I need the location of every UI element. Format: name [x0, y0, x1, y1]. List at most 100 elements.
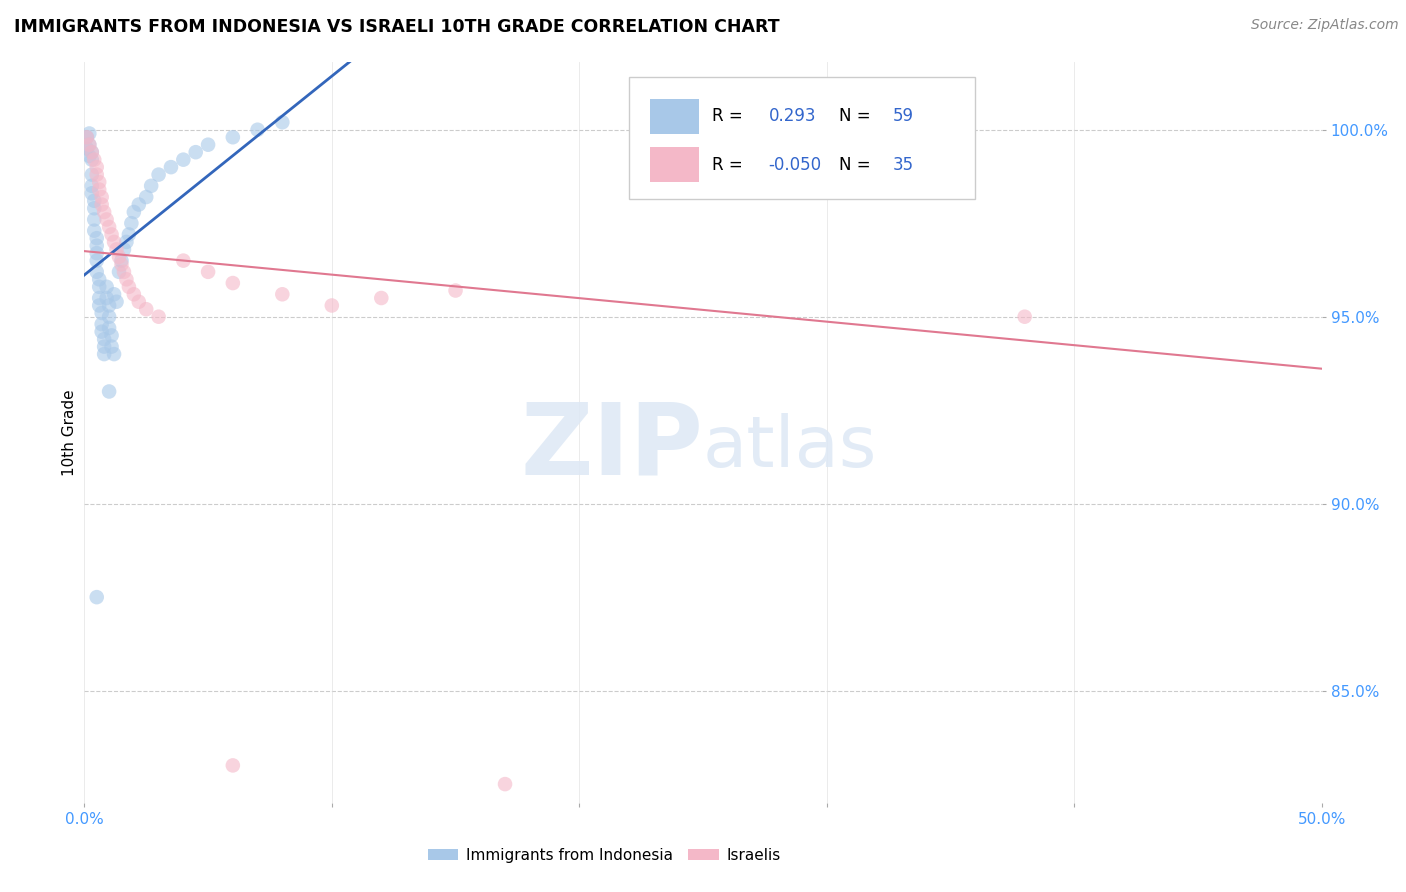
Point	[89, 183, 111, 197]
Point	[148, 168, 170, 182]
Point	[80, 153, 103, 167]
Point	[122, 287, 145, 301]
Point	[93, 332, 115, 346]
Point	[112, 243, 135, 257]
Point	[197, 137, 219, 152]
Point	[86, 231, 108, 245]
Point	[122, 205, 145, 219]
Point	[86, 265, 108, 279]
Point	[83, 153, 105, 167]
Point	[100, 328, 122, 343]
Point	[105, 294, 128, 309]
Text: -0.050: -0.050	[769, 155, 821, 174]
Point	[112, 265, 135, 279]
Point	[96, 212, 118, 227]
Point	[370, 291, 392, 305]
Point	[141, 178, 163, 193]
Point	[222, 130, 245, 145]
Point	[115, 235, 138, 249]
Point	[128, 197, 150, 211]
Point	[90, 325, 112, 339]
Point	[120, 216, 142, 230]
Point	[89, 298, 111, 312]
Point	[76, 130, 98, 145]
Point	[79, 127, 101, 141]
Point	[83, 201, 105, 215]
Point	[83, 212, 105, 227]
Point	[89, 291, 111, 305]
Bar	[650, 147, 699, 182]
Text: R =: R =	[711, 155, 742, 174]
Point	[90, 197, 112, 211]
Point	[246, 122, 269, 136]
Point	[184, 145, 207, 160]
Text: 59: 59	[893, 108, 914, 126]
Point	[89, 272, 111, 286]
Point	[86, 168, 108, 182]
Point	[90, 190, 112, 204]
Point	[172, 153, 194, 167]
Point	[115, 272, 138, 286]
Point	[80, 186, 103, 201]
Point	[103, 347, 125, 361]
Point	[76, 130, 98, 145]
Point	[103, 235, 125, 249]
Point	[80, 145, 103, 160]
Point	[100, 227, 122, 242]
Point	[222, 276, 245, 290]
Point	[80, 168, 103, 182]
Point	[135, 190, 157, 204]
Point	[103, 287, 125, 301]
Point	[108, 250, 131, 264]
Point	[105, 243, 128, 257]
Text: IMMIGRANTS FROM INDONESIA VS ISRAELI 10TH GRADE CORRELATION CHART: IMMIGRANTS FROM INDONESIA VS ISRAELI 10T…	[14, 18, 780, 36]
Point	[98, 298, 121, 312]
Point	[79, 137, 101, 152]
Text: 35: 35	[893, 155, 914, 174]
Text: N =: N =	[839, 108, 870, 126]
Text: N =: N =	[839, 155, 870, 174]
Point	[271, 115, 294, 129]
Point	[86, 590, 108, 604]
Text: ZIP: ZIP	[520, 399, 703, 496]
Point	[86, 238, 108, 252]
FancyBboxPatch shape	[628, 78, 976, 200]
Point	[692, 115, 714, 129]
Text: Source: ZipAtlas.com: Source: ZipAtlas.com	[1251, 18, 1399, 32]
Point	[110, 257, 132, 271]
Point	[86, 246, 108, 260]
Legend: Immigrants from Indonesia, Israelis: Immigrants from Indonesia, Israelis	[422, 842, 786, 869]
Point	[98, 384, 121, 399]
Point	[80, 145, 103, 160]
Point	[76, 141, 98, 155]
Point	[118, 280, 141, 294]
Point	[79, 149, 101, 163]
Text: atlas: atlas	[703, 413, 877, 482]
Point	[80, 178, 103, 193]
Point	[118, 227, 141, 242]
Point	[110, 253, 132, 268]
Point	[135, 302, 157, 317]
Bar	[650, 99, 699, 135]
Point	[96, 280, 118, 294]
Point	[90, 317, 112, 331]
Point	[86, 160, 108, 174]
Point	[86, 253, 108, 268]
Point	[444, 284, 467, 298]
Point	[98, 310, 121, 324]
Point	[1014, 310, 1036, 324]
Point	[494, 777, 516, 791]
Point	[222, 758, 245, 772]
Point	[93, 205, 115, 219]
Point	[83, 224, 105, 238]
Y-axis label: 10th Grade: 10th Grade	[62, 389, 77, 476]
Point	[128, 294, 150, 309]
Point	[93, 347, 115, 361]
Point	[172, 253, 194, 268]
Point	[98, 321, 121, 335]
Point	[83, 194, 105, 208]
Point	[108, 265, 131, 279]
Point	[98, 219, 121, 234]
Point	[865, 103, 887, 118]
Point	[100, 340, 122, 354]
